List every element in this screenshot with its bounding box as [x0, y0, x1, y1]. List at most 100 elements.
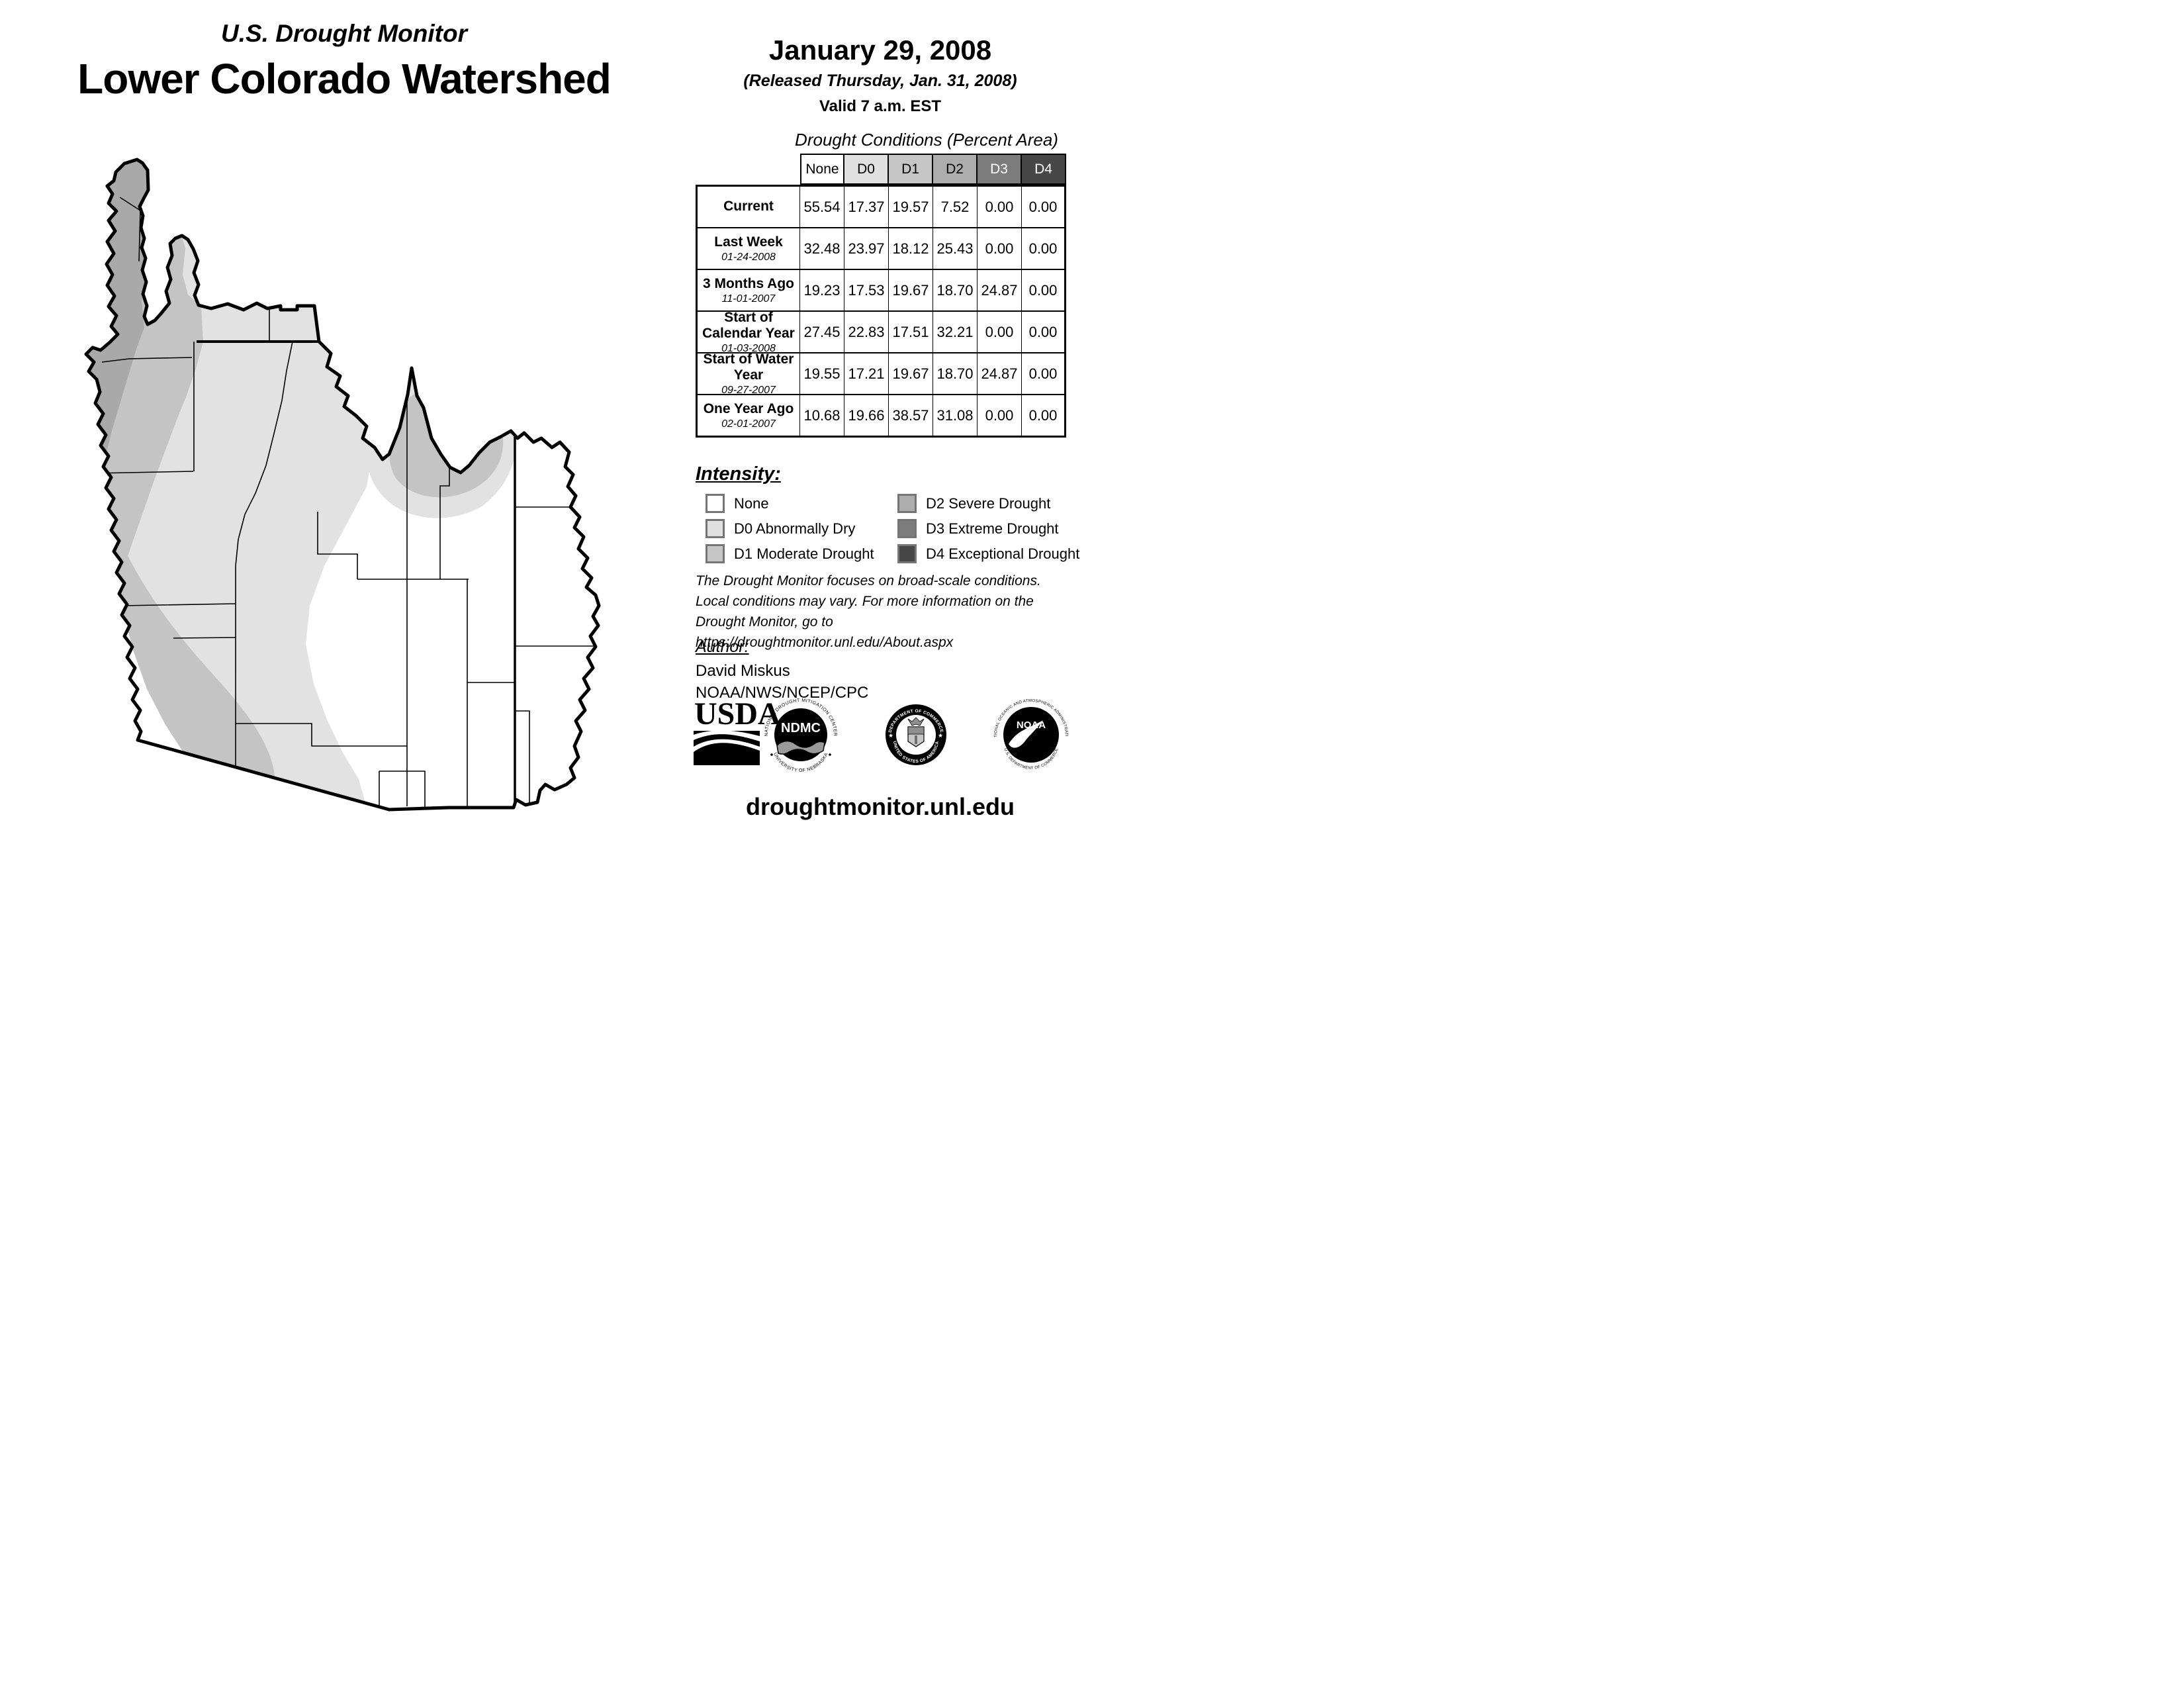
legend-item-d4: D4 Exceptional Drought [897, 544, 1079, 563]
table-value: 31.08 [933, 395, 978, 436]
table-value: 7.52 [933, 187, 978, 227]
table-value: 25.43 [933, 228, 978, 269]
table-row: Last Week 01-24-2008 32.48 23.97 18.12 2… [698, 228, 1064, 270]
disclaimer-line: Local conditions may vary. For more info… [696, 594, 1034, 609]
table-row: One Year Ago 02-01-2007 10.68 19.66 38.5… [698, 395, 1064, 436]
table-value: 19.67 [889, 270, 933, 310]
website-url: droughtmonitor.unl.edu [746, 793, 1015, 820]
table-body: Current 55.54 17.37 19.57 7.52 0.00 0.00… [696, 185, 1066, 438]
table-title: Drought Conditions (Percent Area) [795, 130, 1058, 150]
table-value: 23.97 [844, 228, 889, 269]
legend-item-none: None [705, 494, 769, 513]
column-header-d4: D4 [1021, 154, 1066, 185]
table-row: Start of Calendar Year 01-03-2008 27.45 … [698, 310, 1064, 354]
date-block: January 29, 2008 (Released Thursday, Jan… [721, 34, 1039, 116]
legend-swatch-d3 [897, 519, 917, 538]
legend-swatch-d0 [705, 519, 725, 538]
table-value: 22.83 [844, 312, 889, 352]
legend-swatch-d4 [897, 544, 917, 563]
column-header-d0: D0 [844, 154, 889, 185]
table-header-row: None D0 D1 D2 D3 D4 [696, 154, 1066, 185]
map-date: January 29, 2008 [768, 34, 992, 66]
valid-time: Valid 7 a.m. EST [819, 97, 942, 115]
drought-monitor-report: U.S. Drought Monitor Lower Colorado Wate… [0, 0, 1092, 844]
legend-item-d3: D3 Extreme Drought [897, 519, 1059, 538]
drought-map [78, 142, 602, 821]
author-organization: NOAA/NWS/NCEP/CPC [696, 684, 869, 702]
noaa-center-text: NOAA [1017, 720, 1046, 731]
watershed-boundary [84, 158, 601, 812]
drought-conditions-table: None D0 D1 D2 D3 D4 Current 55.54 17.37 … [696, 154, 1066, 438]
table-value: 0.00 [978, 395, 1022, 436]
legend-swatch-d1 [705, 544, 725, 563]
table-value: 18.70 [933, 270, 978, 310]
table-value: 0.00 [1028, 406, 1058, 424]
disclaimer-line: Drought Monitor, go to https://droughtmo… [696, 614, 954, 650]
disclaimer-text: The Drought Monitor focuses on broad-sca… [696, 571, 1092, 653]
table-value: 19.23 [800, 270, 844, 310]
table-value: 17.37 [844, 187, 889, 227]
table-value: 19.67 [889, 353, 933, 394]
row-label: Start of Calendar Year 01-03-2008 [698, 310, 800, 354]
table-value: 0.00 [978, 187, 1022, 227]
legend-item-d1: D1 Moderate Drought [705, 544, 874, 563]
table-value: 18.70 [933, 353, 978, 394]
column-header-d1: D1 [888, 154, 933, 185]
table-value: 17.51 [889, 312, 933, 352]
table-value: 0.00 [978, 312, 1022, 352]
column-header-none: None [800, 154, 844, 185]
table-row: Start of Water Year 09-27-2007 19.55 17.… [698, 352, 1064, 396]
legend-swatch-none [705, 494, 725, 513]
ndmc-center-text: NDMC [781, 721, 821, 735]
row-label: Last Week 01-24-2008 [698, 228, 800, 269]
column-header-d3: D3 [977, 154, 1022, 185]
table-value: 19.57 [889, 187, 933, 227]
table-value: 32.21 [933, 312, 978, 352]
report-title: U.S. Drought Monitor [221, 20, 467, 47]
table-value: 17.21 [844, 353, 889, 394]
row-label: Start of Water Year 09-27-2007 [698, 352, 800, 396]
commerce-seal: DEPARTMENT OF COMMERCE UNITED STATES OF … [886, 704, 946, 765]
table-value: 0.00 [1028, 240, 1058, 257]
table-value: 18.12 [889, 228, 933, 269]
row-label: One Year Ago 02-01-2007 [698, 395, 800, 436]
usda-text: USDA [694, 696, 781, 731]
author-name: David Miskus [696, 662, 790, 680]
table-value: 55.54 [800, 187, 844, 227]
table-value: 24.87 [978, 353, 1022, 394]
county-boundaries [93, 197, 594, 809]
table-value: 0.00 [1028, 198, 1058, 215]
table-value: 0.00 [978, 228, 1022, 269]
table-value: 10.68 [800, 395, 844, 436]
column-header-d2: D2 [933, 154, 978, 185]
table-header-spacer [696, 154, 800, 185]
agency-logos: USDA NATIONAL DROUGHT MITIGATION CENTER … [687, 691, 1072, 776]
legend-title: Intensity: [696, 463, 781, 485]
noaa-bird [1009, 720, 1043, 748]
legend-swatch-d2 [897, 494, 917, 513]
usda-logo: USDA [694, 696, 781, 765]
release-date: (Released Thursday, Jan. 31, 2008) [743, 71, 1017, 90]
table-value: 38.57 [889, 395, 933, 436]
ndmc-logo: NATIONAL DROUGHT MITIGATION CENTER UNIVE… [764, 698, 837, 773]
legend-item-d2: D2 Severe Drought [897, 494, 1050, 513]
table-value: 32.48 [800, 228, 844, 269]
table-value: 0.00 [1028, 323, 1058, 340]
table-value: 19.66 [844, 395, 889, 436]
row-label: 3 Months Ago 11-01-2007 [698, 270, 800, 310]
table-value: 17.53 [844, 270, 889, 310]
table-value: 27.45 [800, 312, 844, 352]
table-value: 24.87 [978, 270, 1022, 310]
svg-text:★: ★ [888, 732, 893, 739]
table-value: 0.00 [1028, 281, 1058, 299]
table-value: 0.00 [1028, 365, 1058, 382]
region-title: Lower Colorado Watershed [77, 55, 612, 103]
table-row: 3 Months Ago 11-01-2007 19.23 17.53 19.6… [698, 270, 1064, 312]
table-row: Current 55.54 17.37 19.57 7.52 0.00 0.00 [698, 187, 1064, 228]
svg-text:★: ★ [938, 732, 943, 739]
row-label: Current [698, 187, 800, 227]
doc-eagle [907, 717, 925, 726]
disclaimer-line: The Drought Monitor focuses on broad-sca… [696, 573, 1041, 588]
legend-item-d0: D0 Abnormally Dry [705, 519, 855, 538]
table-value: 19.55 [800, 353, 844, 394]
